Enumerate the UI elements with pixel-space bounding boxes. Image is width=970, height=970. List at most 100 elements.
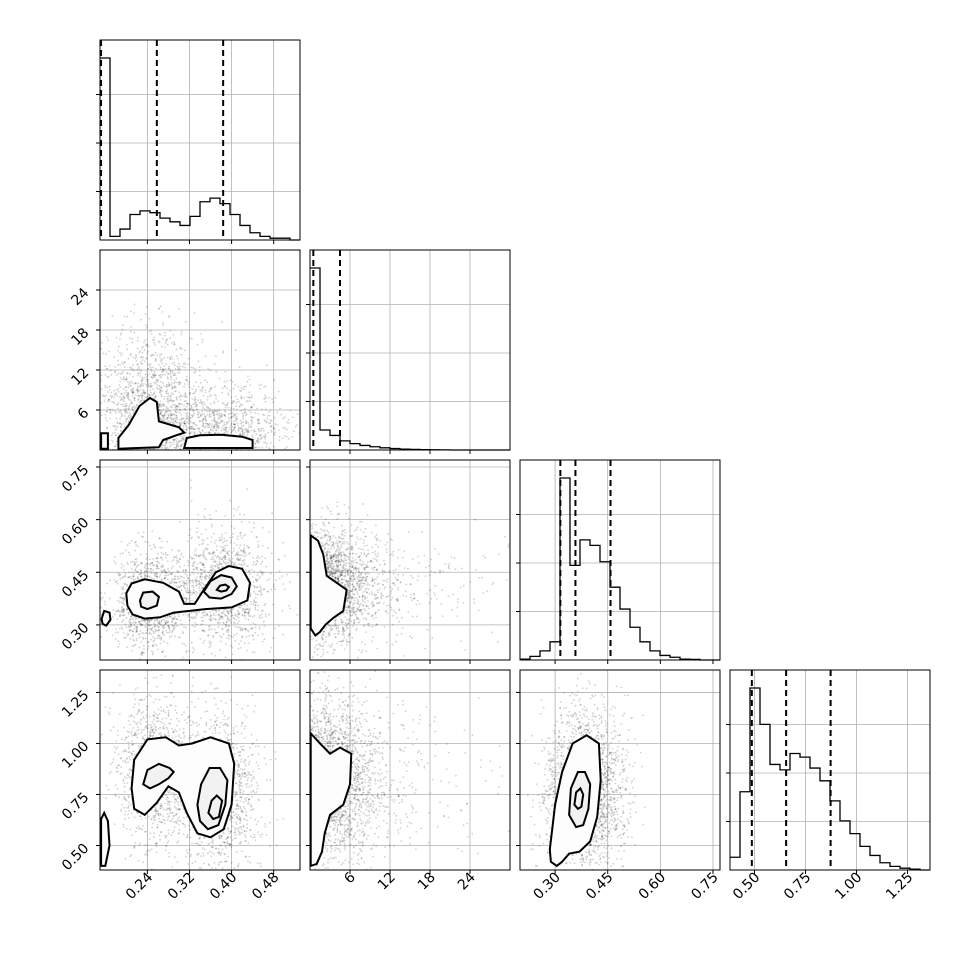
scatter-point	[134, 357, 137, 360]
scatter-point	[189, 427, 192, 430]
scatter-point	[209, 429, 212, 431]
scatter-point	[121, 628, 124, 630]
scatter-point	[216, 556, 218, 559]
scatter-point	[198, 587, 201, 590]
scatter-point	[153, 572, 156, 575]
scatter-point	[167, 377, 169, 380]
scatter-point	[133, 564, 136, 566]
scatter-point	[125, 391, 128, 394]
scatter-point	[129, 625, 132, 628]
scatter-point	[187, 614, 190, 616]
scatter-point	[232, 563, 235, 566]
scatter-point	[148, 621, 151, 624]
scatter-point	[250, 628, 253, 630]
scatter-point	[246, 431, 249, 434]
scatter-point	[168, 394, 171, 397]
scatter-point	[228, 557, 231, 560]
scatter-point	[171, 866, 174, 868]
scatter-point	[186, 414, 189, 417]
scatter-point	[201, 576, 204, 578]
scatter-point	[162, 369, 165, 371]
scatter-point	[198, 536, 201, 539]
scatter-point	[145, 626, 147, 629]
scatter-point	[213, 410, 216, 412]
scatter-point	[230, 412, 232, 414]
scatter-point	[126, 393, 128, 396]
scatter-point	[179, 447, 182, 450]
scatter-point	[177, 615, 180, 618]
scatter-point	[202, 422, 205, 425]
scatter-point	[136, 347, 139, 350]
scatter-point	[201, 612, 204, 614]
scatter-point	[272, 637, 275, 640]
scatter-point	[203, 549, 206, 552]
scatter-point	[178, 549, 181, 552]
scatter-point	[216, 426, 219, 428]
scatter-point	[171, 403, 174, 406]
scatter-point	[169, 421, 172, 424]
scatter-point	[269, 425, 272, 428]
scatter-point	[256, 439, 259, 442]
scatter-point	[194, 622, 197, 624]
scatter-point	[164, 616, 167, 619]
scatter-point	[208, 574, 211, 577]
scatter-point	[136, 630, 139, 632]
scatter-point	[164, 570, 166, 573]
scatter-point	[148, 364, 151, 367]
scatter-point	[220, 415, 223, 418]
scatter-point	[232, 617, 235, 620]
scatter-point	[165, 622, 167, 624]
scatter-point	[216, 411, 219, 413]
scatter-point	[109, 408, 112, 411]
scatter-point	[212, 636, 215, 639]
scatter-point	[229, 609, 232, 611]
scatter-point	[215, 428, 217, 431]
scatter-point	[214, 569, 217, 572]
scatter-point	[136, 391, 139, 394]
scatter-point	[166, 578, 169, 581]
scatter-point	[169, 370, 172, 372]
scatter-point	[161, 414, 164, 417]
scatter-point	[120, 430, 122, 432]
scatter-point	[127, 626, 130, 629]
scatter-point	[146, 380, 149, 383]
scatter-point	[101, 596, 104, 599]
scatter-point	[220, 636, 223, 639]
scatter-point	[272, 585, 275, 588]
scatter-point	[202, 417, 205, 420]
scatter-point	[114, 365, 117, 368]
scatter-point	[171, 414, 174, 416]
scatter-point	[164, 446, 167, 449]
scatter-point	[184, 378, 187, 381]
scatter-point	[173, 382, 176, 385]
scatter-point	[244, 562, 246, 565]
scatter-point	[217, 621, 220, 624]
scatter-point	[142, 536, 144, 538]
scatter-point	[151, 561, 153, 564]
scatter-point	[233, 423, 236, 426]
scatter-point	[105, 368, 108, 370]
scatter-point	[101, 341, 104, 344]
scatter-point	[114, 445, 116, 447]
scatter-point	[154, 394, 157, 397]
scatter-point	[122, 607, 125, 610]
scatter-point	[220, 615, 223, 617]
scatter-point	[252, 581, 255, 583]
scatter-point	[248, 596, 251, 598]
scatter-point	[195, 584, 198, 587]
scatter-point	[165, 572, 168, 574]
scatter-point	[213, 425, 216, 427]
scatter-point	[191, 558, 194, 560]
scatter-point	[159, 366, 162, 369]
scatter-point	[141, 652, 144, 655]
scatter-point	[131, 391, 134, 394]
scatter-point	[245, 420, 248, 423]
scatter-point	[204, 355, 207, 358]
scatter-point	[229, 620, 232, 622]
scatter-point	[156, 560, 159, 563]
scatter-point	[122, 565, 125, 567]
scatter-point	[128, 576, 131, 579]
scatter-point	[120, 601, 123, 604]
scatter-point	[171, 572, 174, 574]
scatter-point	[120, 398, 123, 400]
